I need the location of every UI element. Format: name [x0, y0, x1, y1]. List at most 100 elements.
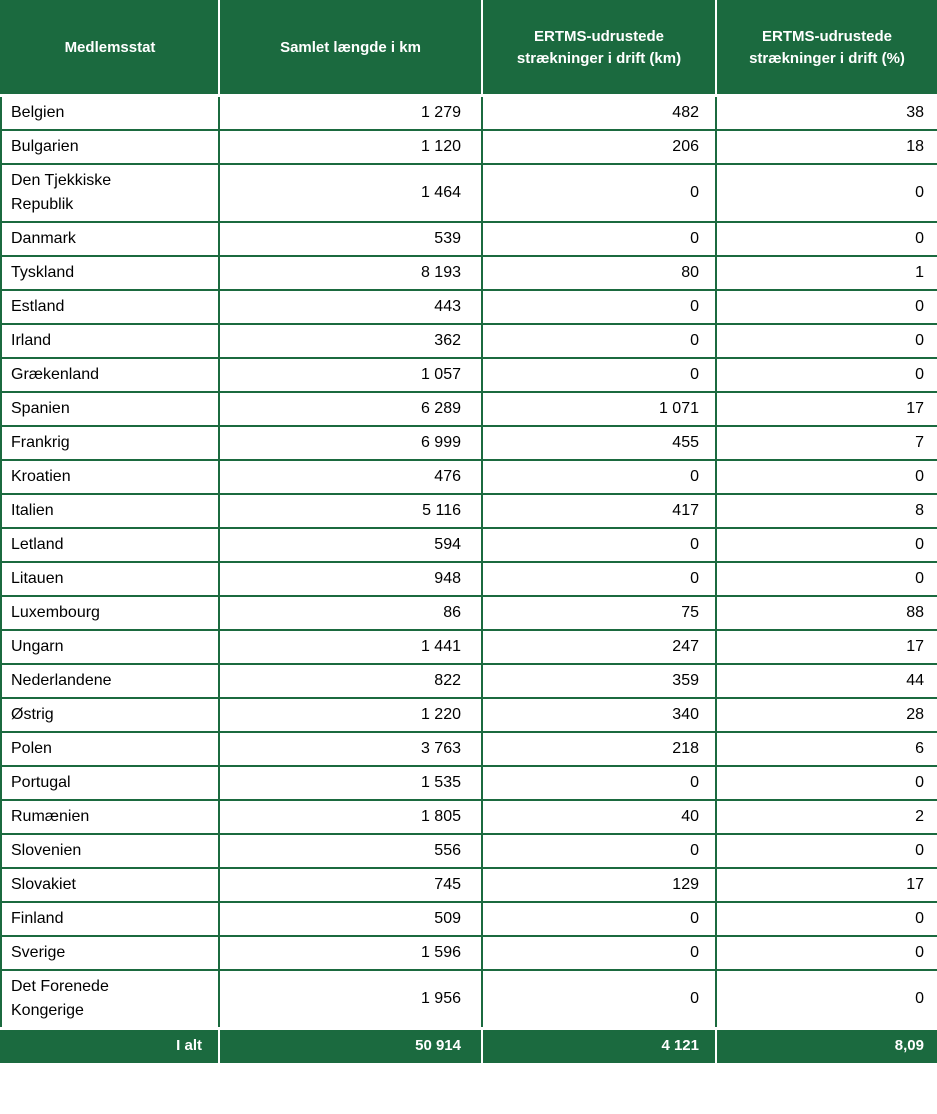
column-header-samlet-laengde: Samlet længde i km: [219, 1, 483, 97]
table-row: Grækenland 1 057 0 0: [0, 356, 937, 393]
column-header-ertms-pct: ERTMS-udrustede strækninger i drift (%): [716, 1, 937, 97]
total-length-km-value: 822: [218, 662, 483, 699]
table-row: Letland 594 0 0: [0, 526, 937, 563]
table-row: Finland 509 0 0: [0, 900, 937, 937]
member-state-name: Danmark: [0, 220, 220, 257]
ertms-km-value: 0: [481, 900, 717, 937]
ertms-pct-value: 0: [715, 526, 937, 563]
total-length-km-value: 3 763: [218, 730, 483, 767]
table-row: Irland 362 0 0: [0, 322, 937, 359]
ertms-km-value: 0: [481, 322, 717, 359]
total-length-km-value: 8 193: [218, 254, 483, 291]
ertms-km-value: 0: [481, 560, 717, 597]
ertms-pct-value: 18: [715, 128, 937, 165]
member-state-name: Østrig: [0, 696, 220, 733]
total-length-km-value: 6 999: [218, 424, 483, 461]
total-length-km-value: 1 464: [218, 162, 483, 223]
ertms-pct-value: 0: [715, 968, 937, 1029]
table-row: Nederlandene 822 359 44: [0, 662, 937, 699]
ertms-pct-value: 0: [715, 764, 937, 801]
total-length-km-value: 1 596: [218, 934, 483, 971]
table-row: Estland 443 0 0: [0, 288, 937, 325]
ertms-pct-value: 1: [715, 254, 937, 291]
ertms-pct-value: 0: [715, 900, 937, 937]
member-state-name: Letland: [0, 526, 220, 563]
total-length-km-value: 1 279: [218, 94, 483, 131]
table-row: Spanien 6 289 1 071 17: [0, 390, 937, 427]
total-length-km-value: 476: [218, 458, 483, 495]
ertms-km-value: 482: [481, 94, 717, 131]
ertms-km-value: 0: [481, 526, 717, 563]
total-length-km-value: 86: [218, 594, 483, 631]
total-row: I alt 50 914 4 121 8,09: [1, 1026, 937, 1062]
ertms-pct-value: 0: [715, 288, 937, 325]
table-row: Polen 3 763 218 6: [0, 730, 937, 767]
table-row: Rumænien 1 805 40 2: [0, 798, 937, 835]
member-state-name: Bulgarien: [0, 128, 220, 165]
table-row: Det Forenede Kongerige 1 956 0 0: [0, 968, 937, 1029]
member-state-name: Rumænien: [0, 798, 220, 835]
member-state-name: Kroatien: [0, 458, 220, 495]
member-state-name: Polen: [0, 730, 220, 767]
table-row: Kroatien 476 0 0: [0, 458, 937, 495]
member-state-name: Det Forenede Kongerige: [0, 968, 220, 1029]
ertms-km-value: 0: [481, 356, 717, 393]
total-ertms-pct: 8,09: [716, 1026, 937, 1062]
total-length-km-value: 948: [218, 560, 483, 597]
ertms-km-value: 0: [481, 934, 717, 971]
total-length-km-value: 745: [218, 866, 483, 903]
table-row: Frankrig 6 999 455 7: [0, 424, 937, 461]
ertms-pct-value: 38: [715, 94, 937, 131]
ertms-km-value: 0: [481, 220, 717, 257]
ertms-member-state-table: Medlemsstat Samlet længde i km ERTMS-udr…: [0, 0, 937, 1063]
member-state-name: Luxembourg: [0, 594, 220, 631]
member-state-name: Den Tjekkiske Republik: [0, 162, 220, 223]
ertms-pct-value: 17: [715, 866, 937, 903]
ertms-pct-value: 0: [715, 162, 937, 223]
ertms-km-value: 40: [481, 798, 717, 835]
ertms-km-value: 218: [481, 730, 717, 767]
table-row: Slovenien 556 0 0: [0, 832, 937, 869]
ertms-pct-value: 7: [715, 424, 937, 461]
ertms-km-value: 0: [481, 288, 717, 325]
ertms-km-value: 417: [481, 492, 717, 529]
ertms-km-value: 0: [481, 458, 717, 495]
ertms-pct-value: 28: [715, 696, 937, 733]
total-length-km-value: 539: [218, 220, 483, 257]
ertms-pct-value: 6: [715, 730, 937, 767]
ertms-pct-value: 0: [715, 560, 937, 597]
total-length-km-value: 1 220: [218, 696, 483, 733]
ertms-pct-value: 0: [715, 934, 937, 971]
member-state-name: Tyskland: [0, 254, 220, 291]
table-row: Østrig 1 220 340 28: [0, 696, 937, 733]
total-length-km-value: 1 535: [218, 764, 483, 801]
ertms-km-value: 206: [481, 128, 717, 165]
member-state-name: Slovakiet: [0, 866, 220, 903]
ertms-pct-value: 2: [715, 798, 937, 835]
ertms-pct-value: 8: [715, 492, 937, 529]
table-row: Sverige 1 596 0 0: [0, 934, 937, 971]
total-length-km-value: 1 441: [218, 628, 483, 665]
ertms-km-value: 0: [481, 764, 717, 801]
ertms-pct-value: 88: [715, 594, 937, 631]
ertms-pct-value: 0: [715, 458, 937, 495]
ertms-km-value: 0: [481, 832, 717, 869]
ertms-km-value: 75: [481, 594, 717, 631]
member-state-name: Italien: [0, 492, 220, 529]
member-state-name: Sverige: [0, 934, 220, 971]
table-row: Danmark 539 0 0: [0, 220, 937, 257]
member-state-name: Slovenien: [0, 832, 220, 869]
ertms-km-value: 1 071: [481, 390, 717, 427]
member-state-name: Spanien: [0, 390, 220, 427]
ertms-km-value: 129: [481, 866, 717, 903]
ertms-km-value: 359: [481, 662, 717, 699]
member-state-name: Ungarn: [0, 628, 220, 665]
table-row: Ungarn 1 441 247 17: [0, 628, 937, 665]
total-length-km-value: 509: [218, 900, 483, 937]
ertms-pct-value: 17: [715, 628, 937, 665]
table-row: Luxembourg 86 75 88: [0, 594, 937, 631]
total-length-km-value: 556: [218, 832, 483, 869]
column-header-medlemsstat: Medlemsstat: [1, 1, 220, 97]
ertms-km-value: 247: [481, 628, 717, 665]
member-state-name: Finland: [0, 900, 220, 937]
